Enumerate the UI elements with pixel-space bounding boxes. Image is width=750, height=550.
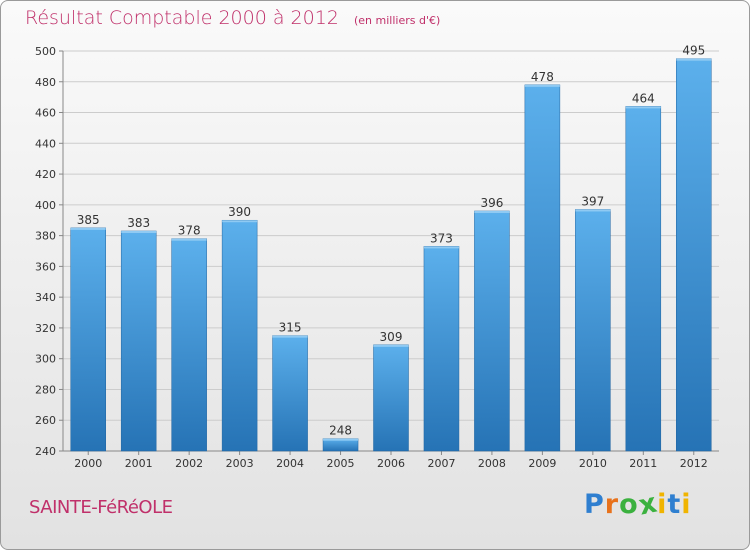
y-tick-label: 500 bbox=[35, 45, 56, 58]
bar-value-label: 464 bbox=[632, 91, 655, 105]
bar-top-highlight bbox=[676, 58, 712, 61]
bar bbox=[171, 238, 207, 452]
y-tick-label: 240 bbox=[35, 445, 56, 458]
bar-value-label: 390 bbox=[228, 205, 251, 219]
bar bbox=[70, 227, 106, 452]
bar-value-label: 385 bbox=[77, 213, 100, 227]
bar bbox=[625, 106, 662, 452]
y-tick-label: 420 bbox=[35, 168, 56, 181]
bar bbox=[676, 58, 712, 452]
bar-value-label: 373 bbox=[430, 231, 453, 245]
city-name: SAINTE-FéRéOLE bbox=[29, 497, 173, 518]
x-tick-label: 2007 bbox=[427, 457, 455, 470]
bar-top-highlight bbox=[373, 344, 409, 347]
bar bbox=[120, 230, 157, 452]
bar bbox=[524, 84, 561, 452]
chart-subtitle: (en milliers d'€) bbox=[353, 14, 441, 27]
y-tick-label: 460 bbox=[35, 107, 56, 120]
x-tick-label: 2000 bbox=[74, 457, 102, 470]
bar-value-label: 248 bbox=[329, 424, 352, 438]
bar-top-highlight bbox=[474, 211, 510, 213]
x-tick-label: 2001 bbox=[125, 457, 153, 470]
y-tick-label: 400 bbox=[35, 199, 56, 212]
bar-top-highlight bbox=[423, 246, 459, 249]
bar-value-label: 315 bbox=[279, 321, 302, 335]
bar bbox=[221, 219, 258, 452]
x-tick-label: 2002 bbox=[175, 457, 203, 470]
y-tick-label: 260 bbox=[35, 414, 56, 427]
x-tick-label: 2003 bbox=[226, 457, 254, 470]
bar-top-highlight bbox=[524, 84, 560, 87]
bar-top-highlight bbox=[171, 238, 207, 241]
bar bbox=[423, 246, 460, 452]
bar-top-highlight bbox=[575, 209, 611, 212]
bar-value-label: 396 bbox=[480, 196, 503, 210]
bar-top-highlight bbox=[323, 438, 359, 441]
y-tick-label: 380 bbox=[35, 230, 56, 243]
y-tick-label: 480 bbox=[35, 76, 56, 89]
y-tick-label: 300 bbox=[35, 353, 56, 366]
x-tick-label: 2012 bbox=[680, 457, 708, 470]
x-tick-label: 2009 bbox=[528, 457, 556, 470]
y-tick-label: 280 bbox=[35, 383, 56, 396]
bar-value-label: 378 bbox=[178, 224, 201, 238]
y-tick-label: 320 bbox=[35, 322, 56, 335]
bar bbox=[373, 344, 409, 452]
x-tick-label: 2010 bbox=[579, 457, 607, 470]
chart-title: Résultat Comptable 2000 à 2012 bbox=[25, 7, 339, 29]
label-layer: 385 383 378 390 315 248 309 373 396 478 397 464 495 bbox=[77, 44, 705, 438]
bar-layer bbox=[70, 58, 712, 452]
chart-title-row: Résultat Comptable 2000 à 2012 (en milli… bbox=[25, 7, 440, 29]
bar-value-label: 478 bbox=[531, 70, 554, 84]
x-tick-label: 2008 bbox=[478, 457, 506, 470]
y-tick-label: 340 bbox=[35, 291, 56, 304]
bar-value-label: 383 bbox=[127, 216, 150, 230]
y-tick-label: 360 bbox=[35, 260, 56, 273]
bar-top-highlight bbox=[272, 335, 308, 338]
bar bbox=[272, 335, 308, 452]
bar-top-highlight bbox=[222, 220, 258, 223]
bar-value-label: 495 bbox=[682, 44, 705, 58]
bar-top-highlight bbox=[625, 106, 661, 109]
x-tick-label: 2011 bbox=[629, 457, 657, 470]
bar-value-label: 309 bbox=[380, 330, 403, 344]
x-tick-label: 2005 bbox=[327, 457, 355, 470]
x-tick-label: 2004 bbox=[276, 457, 304, 470]
bar bbox=[575, 209, 611, 452]
bar-value-label: 397 bbox=[581, 194, 604, 208]
proxiti-logo: Proxiti bbox=[584, 487, 692, 522]
bar bbox=[474, 210, 510, 452]
bar-top-highlight bbox=[121, 231, 157, 233]
y-tick-label: 440 bbox=[35, 137, 56, 150]
x-tick-label: 2006 bbox=[377, 457, 405, 470]
bar-top-highlight bbox=[70, 227, 106, 230]
